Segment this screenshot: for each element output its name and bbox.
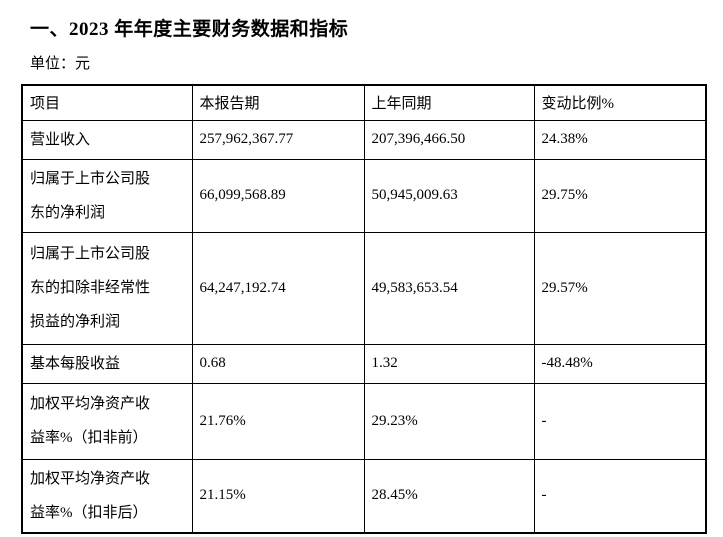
cell-prior-period: 207,396,466.50 [363,119,535,160]
column-header-change-ratio: 变动比例% [533,84,707,121]
cell-change-ratio: 29.75% [533,158,707,233]
cell-current-period: 21.76% [191,382,365,460]
cell-prior-period: 1.32 [363,343,535,384]
cell-prior-period: 29.23% [363,382,535,460]
table-row-revenue: 营业收入 257,962,367.77 207,396,466.50 24.38… [21,119,707,160]
cell-item-label: 加权平均净资产收 益率%（扣非前） [21,382,193,460]
unit-label: 单位：元 [30,56,91,72]
cell-prior-period: 49,583,653.54 [363,231,535,345]
section-title: 一、2023 年年度主要财务数据和指标 [30,19,349,40]
cell-item-label: 归属于上市公司股 东的净利润 [21,158,193,233]
cell-current-period: 257,962,367.77 [191,119,365,160]
cell-item-label: 营业收入 [21,119,193,160]
cell-prior-period: 50,945,009.63 [363,158,535,233]
cell-change-ratio: - [533,382,707,460]
column-header-current-period: 本报告期 [191,84,365,121]
cell-current-period: 0.68 [191,343,365,384]
cell-change-ratio: -48.48% [533,343,707,384]
cell-current-period: 64,247,192.74 [191,231,365,345]
cell-item-label: 归属于上市公司股 东的扣除非经常性 损益的净利润 [21,231,193,345]
column-header-item: 项目 [21,84,193,121]
cell-current-period: 21.15% [191,458,365,533]
cell-change-ratio: 29.57% [533,231,707,345]
table-header-row: 项目 本报告期 上年同期 变动比例% [21,84,707,121]
cell-current-period: 66,099,568.89 [191,158,365,233]
financial-summary-table: 项目 本报告期 上年同期 变动比例% 营业收入 257,962,367.77 2… [21,84,707,534]
cell-item-label: 加权平均净资产收 益率%（扣非后） [21,458,193,533]
cell-item-label: 基本每股收益 [21,343,193,384]
column-header-prior-period: 上年同期 [363,84,535,121]
table-row-net-profit-excl-nonrecurring: 归属于上市公司股 东的扣除非经常性 损益的净利润 64,247,192.74 4… [21,231,707,345]
cell-change-ratio: - [533,458,707,533]
cell-prior-period: 28.45% [363,458,535,533]
table-row-net-profit: 归属于上市公司股 东的净利润 66,099,568.89 50,945,009.… [21,158,707,233]
table-row-weighted-roe-before: 加权平均净资产收 益率%（扣非前） 21.76% 29.23% - [21,382,707,460]
cell-change-ratio: 24.38% [533,119,707,160]
table-row-weighted-roe-after: 加权平均净资产收 益率%（扣非后） 21.15% 28.45% - [21,458,707,533]
table-row-basic-eps: 基本每股收益 0.68 1.32 -48.48% [21,343,707,384]
